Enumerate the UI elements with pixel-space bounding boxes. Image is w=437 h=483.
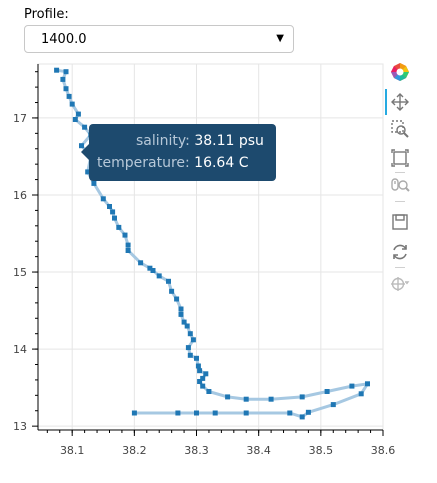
- data-point: [200, 383, 206, 389]
- data-point: [194, 355, 199, 361]
- y-tick-label: 15: [13, 266, 27, 279]
- y-tick-label: 17: [13, 112, 27, 125]
- data-point: [187, 352, 193, 358]
- data-point: [305, 409, 311, 415]
- grid: [38, 64, 384, 430]
- bokeh-logo-icon[interactable]: [388, 60, 412, 84]
- data-point: [268, 396, 274, 402]
- data-point: [190, 337, 196, 343]
- y-tick-label: 16: [13, 189, 27, 202]
- tooltip-temperature-row: temperature: 16.64 C: [97, 155, 248, 171]
- box-select-icon[interactable]: [388, 146, 412, 170]
- chevron-down-icon[interactable]: ▼: [276, 33, 284, 44]
- reset-icon[interactable]: [388, 240, 412, 264]
- wheel-zoom-icon[interactable]: [388, 174, 412, 198]
- data-point: [107, 204, 112, 209]
- data-point: [122, 232, 128, 238]
- data-point: [185, 345, 191, 351]
- y-tick-label: 13: [13, 420, 27, 433]
- pan-icon[interactable]: [388, 90, 412, 114]
- data-point: [174, 296, 180, 302]
- data-point: [365, 381, 370, 387]
- toolbar-divider: [395, 201, 405, 202]
- data-point: [82, 124, 88, 130]
- data-point: [184, 323, 190, 329]
- data-point: [324, 389, 330, 394]
- axes: 38.1 38.2 38.3 38.4 38.5 38.6 13 14 15 16 17: [13, 64, 395, 457]
- data-point: [75, 111, 81, 117]
- data-point: [243, 410, 249, 416]
- x-tick-label: 38.3: [184, 444, 209, 457]
- x-tick-label: 38.1: [60, 444, 85, 457]
- x-tick-label: 38.6: [371, 444, 396, 457]
- data-point: [330, 402, 336, 408]
- save-icon[interactable]: [388, 210, 412, 234]
- data-point: [212, 410, 218, 416]
- data-point: [72, 117, 78, 122]
- profile-select-value: 1400.0: [41, 32, 87, 47]
- hover-tooltip: salinity: 38.11 psu temperature: 16.64 C: [81, 124, 276, 181]
- tooltip-temperature-value: 16.64 C: [194, 155, 249, 171]
- data-point: [147, 265, 153, 271]
- x-tick-label: 38.4: [246, 444, 271, 457]
- data-point: [243, 396, 249, 402]
- data-point: [63, 86, 69, 92]
- data-point: [150, 268, 156, 273]
- data-point: [358, 391, 364, 397]
- y-tick-label: 14: [13, 343, 27, 356]
- data-point: [125, 242, 131, 248]
- data-point: [181, 319, 187, 325]
- data-point: [156, 273, 162, 279]
- hover-icon[interactable]: [388, 272, 412, 296]
- data-point: [138, 260, 144, 266]
- data-point: [175, 410, 181, 416]
- toolbar-divider: [395, 172, 405, 173]
- data-point: [225, 394, 231, 400]
- data-point: [66, 93, 72, 99]
- box-zoom-icon[interactable]: [388, 117, 412, 141]
- tooltip-temperature-label: temperature:: [97, 155, 190, 171]
- data-point: [166, 278, 171, 284]
- data-point: [131, 410, 137, 416]
- x-tick-label: 38.5: [309, 444, 334, 457]
- data-point: [125, 248, 131, 253]
- tooltip-salinity-row: salinity: 38.11 psu: [136, 133, 264, 149]
- data-point: [287, 410, 293, 416]
- data-points: [54, 67, 370, 420]
- data-point: [169, 288, 175, 294]
- toolbar-divider: [395, 267, 405, 268]
- data-point: [194, 410, 199, 416]
- data-point: [200, 375, 206, 381]
- data-point: [187, 331, 193, 337]
- data-point: [203, 371, 209, 377]
- data-point: [60, 76, 66, 82]
- profile-label: Profile:: [24, 7, 69, 22]
- tooltip-arrow: [81, 144, 89, 160]
- data-point: [63, 69, 69, 75]
- data-point: [299, 414, 305, 420]
- plot-frame: [37, 63, 384, 431]
- tooltip-salinity-label: salinity:: [136, 133, 190, 149]
- tooltip-salinity-value: 38.11 psu: [194, 133, 264, 149]
- data-point: [195, 363, 201, 369]
- data-point: [69, 101, 75, 107]
- data-point: [197, 379, 203, 384]
- data-point: [91, 180, 97, 186]
- data-point: [116, 224, 122, 230]
- data-point: [178, 306, 184, 312]
- profile-select[interactable]: 1400.0 ▼: [24, 25, 294, 53]
- data-point: [112, 215, 117, 221]
- data-point: [85, 169, 91, 175]
- data-point: [349, 383, 355, 389]
- data-point: [110, 209, 116, 215]
- data-point: [54, 67, 60, 73]
- data-point: [197, 368, 203, 374]
- data-point: [206, 389, 212, 394]
- data-point: [299, 394, 305, 400]
- x-tick-label: 38.2: [122, 444, 147, 457]
- data-point: [178, 311, 184, 317]
- active-tool-indicator: [385, 89, 387, 115]
- data-point: [100, 196, 106, 202]
